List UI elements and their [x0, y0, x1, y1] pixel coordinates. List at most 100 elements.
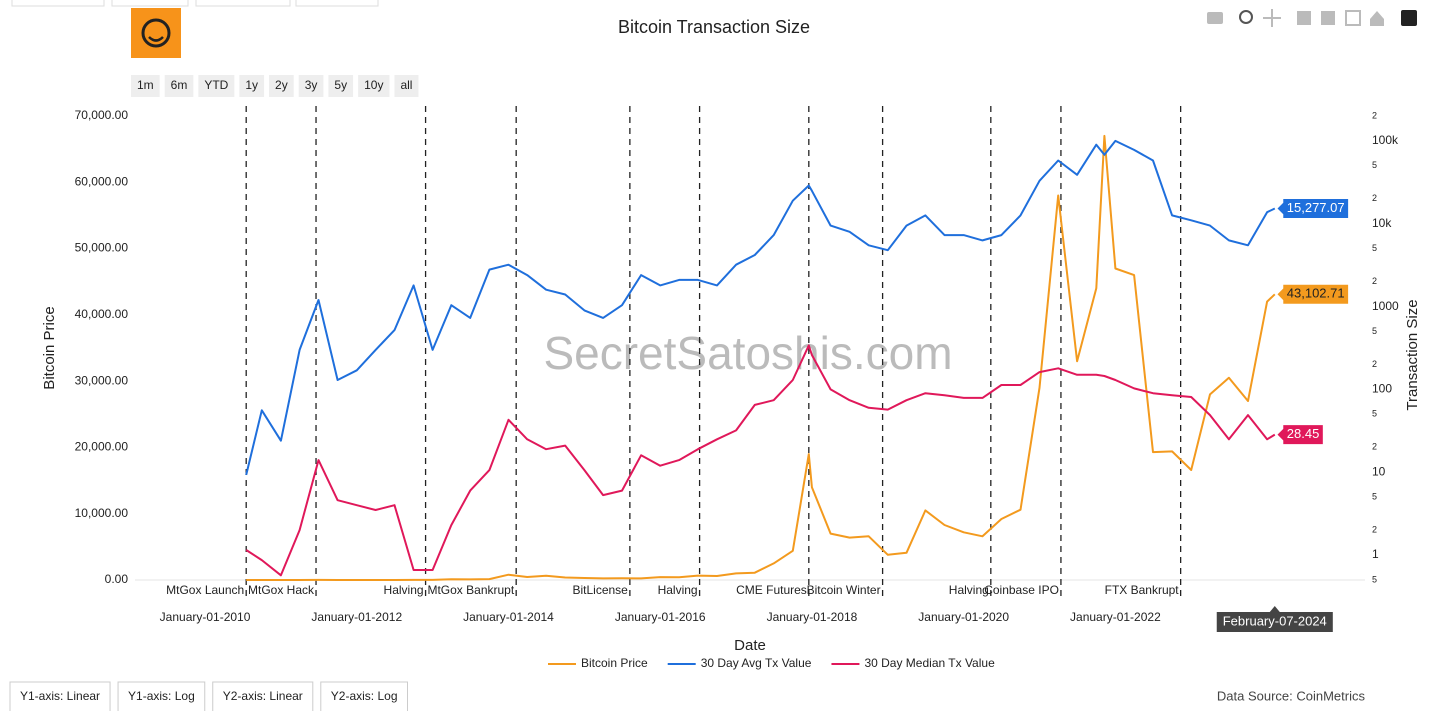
- y2-tick-label: 10k: [1372, 216, 1392, 230]
- axis-tab-box[interactable]: [9, 681, 111, 711]
- axis-tab[interactable]: Y2-axis: Log: [320, 681, 408, 711]
- range-button-label[interactable]: 6m: [171, 78, 188, 92]
- range-button-box[interactable]: [298, 75, 324, 97]
- legend-label: 30 Day Avg Tx Value: [701, 656, 812, 670]
- range-button-box[interactable]: [394, 75, 419, 97]
- y2-tick-label: 5: [1372, 243, 1377, 253]
- range-button[interactable]: 1m: [131, 75, 160, 97]
- y2-tick-label: 1: [1372, 547, 1379, 561]
- range-button-box[interactable]: [358, 75, 390, 97]
- event-label: BitLicense: [572, 583, 628, 597]
- axis-tab-label[interactable]: Y1-axis: Log: [128, 689, 195, 703]
- event-label: Halving: [658, 583, 698, 597]
- x-tick-label: January-01-2016: [615, 610, 706, 624]
- legend-label: Bitcoin Price: [581, 656, 648, 670]
- hover-pointer: [1269, 606, 1280, 612]
- range-button-box[interactable]: [131, 75, 160, 97]
- pan-icon[interactable]: [1263, 9, 1281, 27]
- x-tick-label: January-01-2012: [311, 610, 402, 624]
- range-button-box[interactable]: [198, 75, 235, 97]
- series-line: [245, 344, 1276, 577]
- axis-tab-label[interactable]: Y1-axis: Linear: [20, 689, 100, 703]
- watermark: SecretSatoshis.com: [543, 327, 952, 379]
- event-label: MtGox Bankrupt: [427, 583, 514, 597]
- y2-tick-label: 5: [1372, 326, 1377, 336]
- event-label: Halving: [384, 583, 424, 597]
- y-tick-label: 60,000.00: [75, 174, 129, 188]
- event-label: Coinbase IPO: [984, 583, 1059, 597]
- end-label: 43,102.71: [1276, 283, 1350, 305]
- axis-tab-label[interactable]: Y2-axis: Log: [331, 689, 398, 703]
- y2-tick-label: 5: [1372, 160, 1377, 170]
- chart-title: Bitcoin Transaction Size: [618, 17, 810, 37]
- range-button-label[interactable]: 5y: [334, 78, 347, 92]
- x-axis-title: Date: [734, 637, 766, 654]
- end-label-box: [1276, 283, 1350, 305]
- data-source: Data Source: CoinMetrics: [1217, 688, 1366, 703]
- range-button[interactable]: 6m: [164, 75, 194, 97]
- event-label: FTX Bankrupt: [1105, 583, 1180, 597]
- y2-tick-label: 2: [1372, 525, 1377, 535]
- range-button-label[interactable]: all: [400, 78, 412, 92]
- event-label: Halving: [949, 583, 989, 597]
- y-tick-label: 20,000.00: [75, 440, 129, 454]
- range-button[interactable]: 1y: [239, 75, 265, 97]
- y2-tick-label: 2: [1372, 359, 1377, 369]
- x-tick-label: January-01-2020: [918, 610, 1009, 624]
- range-button-box[interactable]: [328, 75, 354, 97]
- end-label: 28.45: [1276, 424, 1324, 446]
- camera-icon[interactable]: [1207, 12, 1223, 24]
- y2-tick-label: 5: [1372, 574, 1377, 584]
- logo-face: [141, 18, 171, 48]
- range-button[interactable]: 2y: [269, 75, 294, 97]
- series-line: [245, 139, 1276, 476]
- y2-tick-label: 2: [1372, 276, 1377, 286]
- range-button-label[interactable]: 10y: [364, 78, 383, 92]
- plotly-icon[interactable]: [1401, 10, 1417, 26]
- axis-tab[interactable]: Y2-axis: Linear: [212, 681, 314, 711]
- y2-axis-title: Transaction Size: [1404, 299, 1421, 410]
- y-tick-label: 0.00: [105, 572, 129, 586]
- range-button-label[interactable]: 1m: [137, 78, 154, 92]
- range-button-box[interactable]: [239, 75, 265, 97]
- range-button-label[interactable]: 1y: [245, 78, 258, 92]
- y-tick-label: 70,000.00: [75, 108, 129, 122]
- logo-box: [131, 8, 181, 58]
- range-button-label[interactable]: 3y: [305, 78, 318, 92]
- hover-box: [1216, 612, 1333, 632]
- y2-tick-label: 5: [1372, 492, 1377, 502]
- zoom-icon[interactable]: [1239, 10, 1253, 24]
- end-label-box: [1276, 198, 1350, 220]
- y-tick-label: 30,000.00: [75, 373, 129, 387]
- range-button[interactable]: all: [394, 75, 419, 97]
- axis-tab-box[interactable]: [320, 681, 408, 711]
- top-tabs: [11, 0, 379, 7]
- series-line: [246, 134, 1276, 581]
- zoom-out-icon[interactable]: [1321, 11, 1335, 25]
- y2-tick-label: 1000: [1372, 299, 1399, 313]
- autoscale-icon[interactable]: [1345, 10, 1361, 26]
- axis-tab[interactable]: Y1-axis: Linear: [9, 681, 111, 711]
- range-button-label[interactable]: 2y: [275, 78, 288, 92]
- event-label: MtGox Launch: [166, 583, 244, 597]
- y-axis-title: Bitcoin Price: [41, 306, 58, 389]
- range-button-box[interactable]: [164, 75, 194, 97]
- axis-tab-box[interactable]: [117, 681, 206, 711]
- range-button-label[interactable]: YTD: [204, 78, 228, 92]
- zoom-in-icon[interactable]: [1297, 11, 1311, 25]
- range-button-box[interactable]: [269, 75, 294, 97]
- logo-smile: [148, 36, 164, 42]
- range-button[interactable]: YTD: [198, 75, 235, 97]
- end-label: 15,277.07: [1276, 198, 1350, 220]
- y2-tick-label: 5: [1372, 409, 1377, 419]
- range-button[interactable]: 10y: [358, 75, 390, 97]
- axis-tab-box[interactable]: [212, 681, 314, 711]
- range-button[interactable]: 3y: [298, 75, 324, 97]
- range-button[interactable]: 5y: [328, 75, 354, 97]
- axis-tab[interactable]: Y1-axis: Log: [117, 681, 206, 711]
- legend-label: 30 Day Median Tx Value: [864, 656, 995, 670]
- axis-tab-label[interactable]: Y2-axis: Linear: [223, 689, 303, 703]
- reset-icon[interactable]: [1370, 11, 1384, 26]
